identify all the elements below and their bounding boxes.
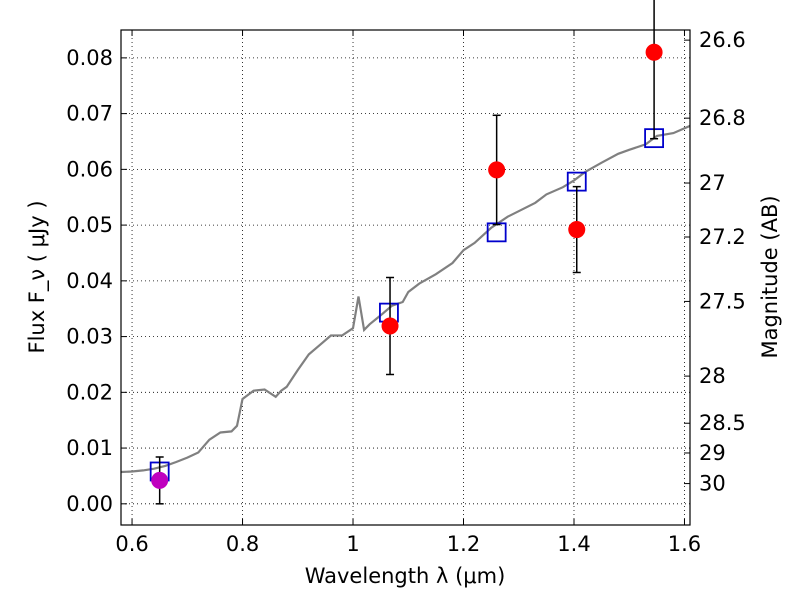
x-tick-label: 1.4 bbox=[557, 532, 590, 556]
mag-tick-label: 27.2 bbox=[699, 225, 746, 249]
mag-tick-label: 26.8 bbox=[699, 106, 746, 130]
y-tick-label: 0.05 bbox=[66, 213, 113, 237]
template-spectrum-line bbox=[120, 124, 691, 474]
x-tick-label: 1 bbox=[346, 532, 359, 556]
y-tick-label: 0.03 bbox=[66, 325, 113, 349]
data-markers-layer bbox=[149, 0, 664, 505]
x-tick-label: 0.8 bbox=[226, 532, 259, 556]
mag-tick-label: 27.5 bbox=[699, 289, 746, 313]
grid-lines bbox=[121, 30, 690, 525]
y-tick-label: 0.01 bbox=[66, 436, 113, 460]
observed-point-circle bbox=[381, 317, 399, 335]
y-tick-label: 0.04 bbox=[66, 269, 113, 293]
template-spectrum-layer bbox=[120, 124, 691, 474]
y-axis-right-label: Magnitude (AB) bbox=[758, 195, 782, 358]
highlight-point-circle bbox=[151, 471, 169, 489]
observed-point-circle bbox=[645, 43, 663, 61]
y-tick-label: 0.07 bbox=[66, 102, 113, 126]
observed-point-circle bbox=[568, 221, 586, 239]
mag-tick-label: 27 bbox=[699, 171, 726, 195]
x-axis-label: Wavelength λ (μm) bbox=[305, 564, 506, 588]
y-axis-left-label: Flux F_ν ( μJy ) bbox=[25, 200, 50, 353]
y-axis-left-ticks: 0.00 0.01 0.02 0.03 0.04 0.05 0.06 0.07 0.08 bbox=[66, 46, 127, 516]
observed-point-circle bbox=[488, 161, 506, 179]
mag-tick-label: 29 bbox=[699, 441, 726, 465]
y-axis-right-magnitude-ticks: 26.6 26.8 27 27.2 27.5 28 28.5 29 30 bbox=[684, 28, 746, 496]
mag-tick-label: 28.5 bbox=[699, 411, 746, 435]
model-point-square bbox=[486, 222, 507, 243]
mag-tick-label: 26.6 bbox=[699, 28, 746, 52]
y-tick-label: 0.08 bbox=[66, 46, 113, 70]
x-tick-label: 0.6 bbox=[115, 532, 148, 556]
y-tick-label: 0.06 bbox=[66, 157, 113, 181]
mag-tick-label: 30 bbox=[699, 472, 726, 496]
x-axis-ticks: 0.6 0.8 1 1.2 1.4 1.6 bbox=[115, 30, 701, 556]
y-tick-label: 0.02 bbox=[66, 380, 113, 404]
plot-frame bbox=[120, 29, 691, 526]
x-tick-label: 1.6 bbox=[668, 532, 701, 556]
x-tick-label: 1.2 bbox=[447, 532, 480, 556]
y-tick-label: 0.00 bbox=[66, 492, 113, 516]
mag-tick-label: 28 bbox=[699, 364, 726, 388]
